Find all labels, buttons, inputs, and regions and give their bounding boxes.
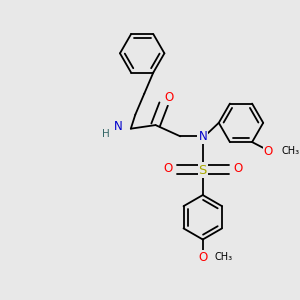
Text: S: S [199,164,207,176]
Text: O: O [264,145,273,158]
Text: O: O [233,162,242,175]
Text: O: O [198,250,207,263]
Text: CH₃: CH₃ [215,252,233,262]
Text: N: N [198,130,207,143]
Text: CH₃: CH₃ [281,146,299,156]
Text: O: O [163,162,172,175]
Text: N: N [114,120,123,133]
Text: H: H [102,129,110,139]
Text: O: O [164,91,174,104]
